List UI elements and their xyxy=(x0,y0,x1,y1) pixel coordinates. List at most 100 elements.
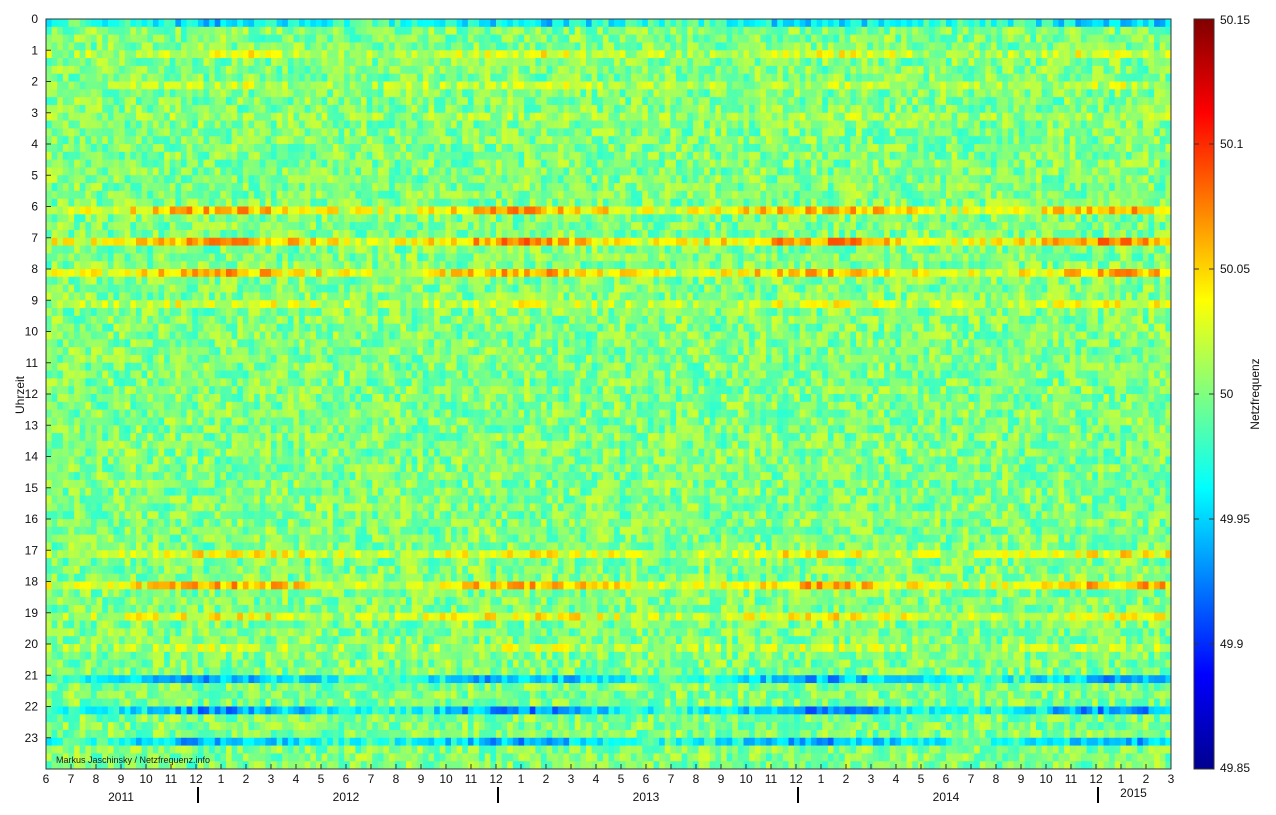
heat-cell xyxy=(259,581,266,590)
heat-cell xyxy=(248,534,255,543)
heat-cell xyxy=(46,589,53,598)
heat-cell xyxy=(130,667,137,676)
heat-cell xyxy=(237,323,244,332)
heat-cell xyxy=(169,675,176,684)
heat-cell xyxy=(242,347,249,356)
heat-cell xyxy=(130,636,137,645)
heat-cell xyxy=(186,229,193,239)
heat-cell xyxy=(158,354,165,364)
heat-cell xyxy=(304,511,311,520)
heat-cell xyxy=(124,308,131,317)
heat-cell xyxy=(332,425,339,434)
heat-cell xyxy=(242,487,249,496)
heat-cell xyxy=(254,198,261,207)
heat-cell xyxy=(175,253,182,262)
heat-cell xyxy=(316,479,323,489)
heat-cell xyxy=(231,651,238,661)
heat-cell xyxy=(265,386,272,395)
heat-cell xyxy=(209,534,216,543)
heat-cell xyxy=(248,229,255,239)
heat-cell xyxy=(79,636,86,645)
heat-cell xyxy=(248,487,255,496)
heat-cell xyxy=(242,34,249,43)
heat-cell xyxy=(226,144,233,153)
heat-cell xyxy=(242,448,249,457)
heat-cell xyxy=(181,620,188,629)
heat-cell xyxy=(276,89,283,98)
heat-cell xyxy=(248,394,255,403)
heat-cell xyxy=(209,362,216,371)
heat-cell xyxy=(203,565,210,575)
heat-cell xyxy=(282,81,289,90)
heat-cell xyxy=(203,347,210,356)
heat-cell xyxy=(62,394,69,403)
heat-cell xyxy=(51,706,58,715)
heat-cell xyxy=(310,620,317,629)
heat-cell xyxy=(231,628,238,637)
heat-cell xyxy=(74,292,81,301)
heat-cell xyxy=(248,198,255,207)
heat-cell xyxy=(57,620,64,629)
heat-cell xyxy=(327,581,334,590)
heat-cell xyxy=(248,589,255,598)
heat-cell xyxy=(271,761,278,770)
heat-cell xyxy=(203,144,210,153)
heat-cell xyxy=(226,276,233,286)
heat-cell xyxy=(169,464,176,473)
heat-cell xyxy=(316,34,323,43)
heat-cell xyxy=(141,331,148,340)
heat-cell xyxy=(237,269,244,278)
heat-cell xyxy=(332,440,339,450)
heat-cell xyxy=(51,495,58,504)
heat-cell xyxy=(310,479,317,489)
heat-cell xyxy=(181,386,188,395)
heat-cell xyxy=(316,761,323,770)
heat-cell xyxy=(231,128,238,137)
heat-cell xyxy=(152,487,159,496)
heat-cell xyxy=(164,308,171,317)
heat-cell xyxy=(113,50,120,59)
heat-cell xyxy=(248,612,255,621)
heat-cell xyxy=(276,237,283,246)
heat-cell xyxy=(169,761,176,770)
heat-cell xyxy=(158,487,165,496)
heat-cell xyxy=(175,472,182,481)
heat-cell xyxy=(136,464,143,473)
heat-cell xyxy=(169,425,176,434)
heat-cell xyxy=(310,495,317,504)
heat-cell xyxy=(79,558,86,567)
heat-cell xyxy=(113,276,120,286)
heat-cell xyxy=(175,331,182,340)
heat-cell xyxy=(51,534,58,543)
heat-cell xyxy=(181,753,188,762)
heat-cell xyxy=(46,440,53,450)
heat-cell xyxy=(197,714,204,723)
heat-cell xyxy=(259,89,266,98)
heat-cell xyxy=(91,604,98,614)
heat-cell xyxy=(248,448,255,457)
heat-cell xyxy=(203,628,210,637)
heat-cell xyxy=(51,261,58,270)
heat-cell xyxy=(51,136,58,145)
heat-cell xyxy=(242,519,249,528)
heat-cell xyxy=(226,73,233,82)
heat-cell xyxy=(91,261,98,270)
heat-cell xyxy=(220,151,227,161)
heat-cell xyxy=(107,269,114,278)
heat-cell xyxy=(248,581,255,590)
heat-cell xyxy=(299,464,306,473)
heat-cell xyxy=(327,558,334,567)
heat-cell xyxy=(304,284,311,293)
heat-cell xyxy=(271,261,278,270)
heat-cell xyxy=(79,667,86,676)
heat-cell xyxy=(57,284,64,293)
heat-cell xyxy=(152,745,159,754)
heat-cell xyxy=(79,112,86,121)
heat-cell xyxy=(119,620,126,629)
heat-cell xyxy=(91,456,98,465)
heat-cell xyxy=(282,198,289,207)
heat-cell xyxy=(164,589,171,598)
heat-cell xyxy=(91,479,98,489)
heat-cell xyxy=(141,636,148,645)
heat-cell xyxy=(147,636,154,645)
